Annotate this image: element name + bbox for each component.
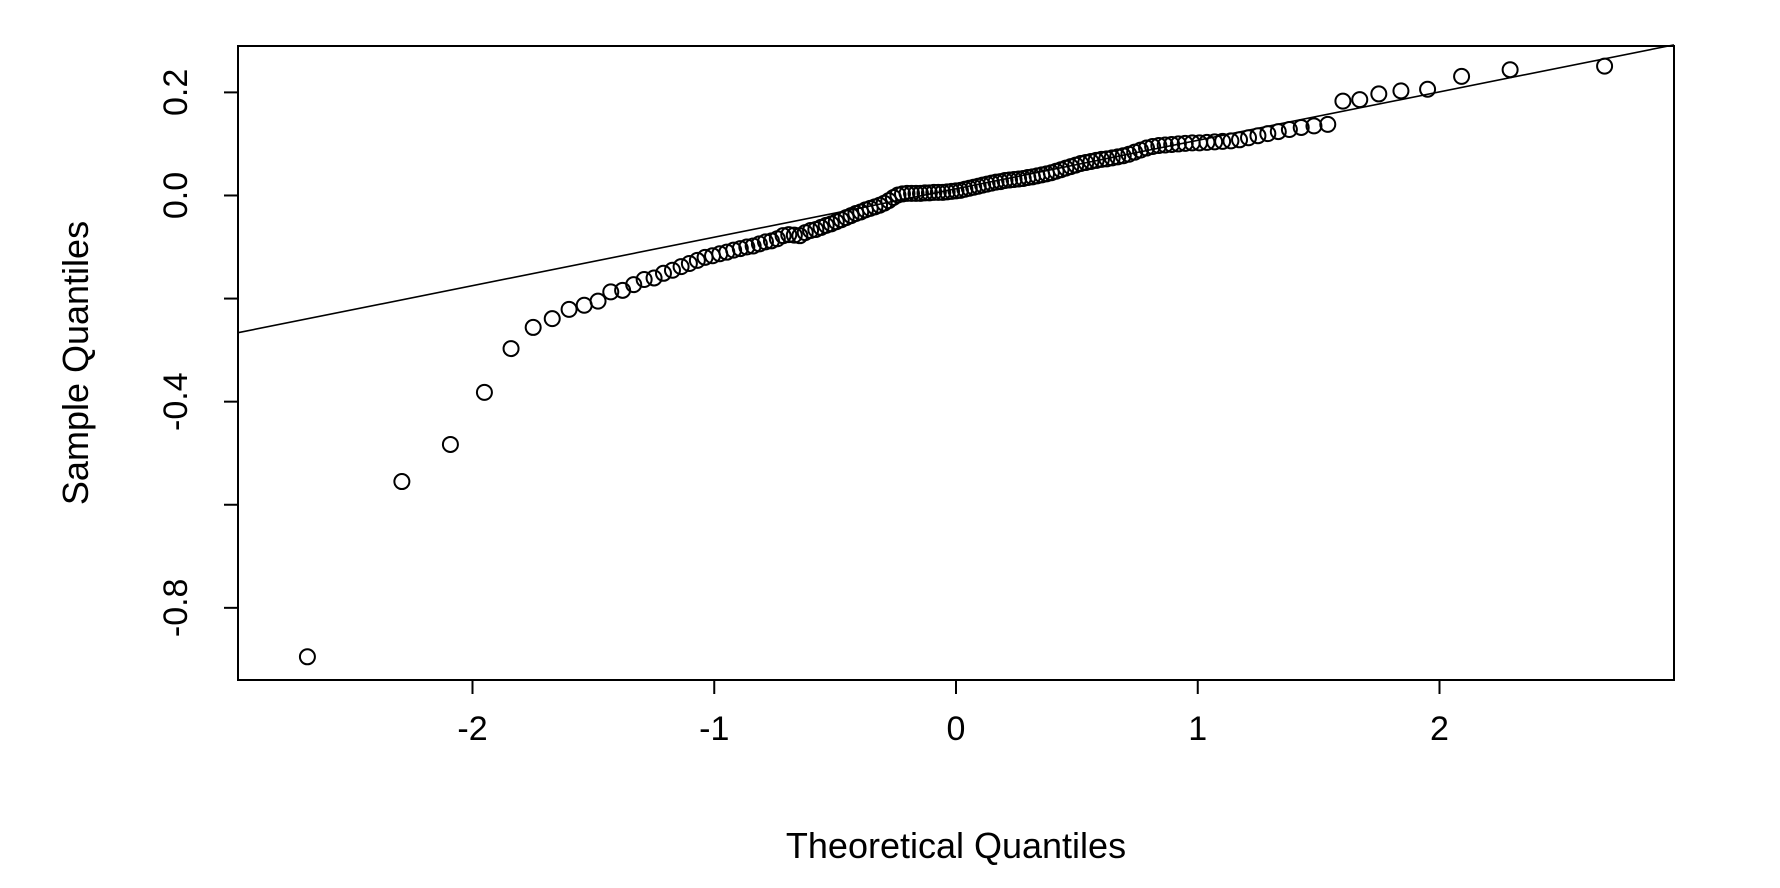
x-axis: -2 -1 0 1 2 xyxy=(457,680,1449,748)
data-point xyxy=(785,226,803,244)
data-point xyxy=(1214,132,1232,150)
x-tick-label: 2 xyxy=(1430,710,1449,748)
reference-line xyxy=(237,44,1675,334)
data-point xyxy=(1501,61,1519,79)
data-point xyxy=(780,226,798,244)
data-point xyxy=(756,233,774,251)
data-point xyxy=(1269,123,1287,141)
y-tick-label: -0.4 xyxy=(157,372,195,431)
data-point xyxy=(1596,57,1614,75)
data-point xyxy=(441,435,459,453)
data-point xyxy=(1305,117,1323,135)
data-point xyxy=(1419,80,1437,98)
data-point xyxy=(393,473,411,491)
data-point xyxy=(1240,129,1258,147)
data-point xyxy=(1092,150,1110,168)
data-point xyxy=(663,261,681,279)
data-point xyxy=(602,283,620,301)
y-tick-label: 0.0 xyxy=(157,172,195,219)
data-point xyxy=(1351,91,1369,109)
x-tick-label: 0 xyxy=(947,710,966,748)
data-point xyxy=(1206,133,1224,151)
data-point xyxy=(738,238,756,256)
data-point xyxy=(1319,115,1337,133)
data-point xyxy=(1249,127,1267,145)
data-point xyxy=(1169,135,1187,153)
x-tick-label: -2 xyxy=(457,710,487,748)
data-point xyxy=(725,241,743,259)
data-point xyxy=(575,296,593,314)
data-point xyxy=(1453,67,1471,85)
plot-frame xyxy=(237,45,1675,681)
y-tick-label: -0.8 xyxy=(157,579,195,638)
data-point xyxy=(680,255,698,273)
y-axis: -0.8 -0.4 0.0 0.2 xyxy=(157,69,238,637)
data-point xyxy=(1150,136,1168,154)
x-tick-label: -1 xyxy=(699,710,729,748)
data-point xyxy=(502,340,520,358)
data-point xyxy=(298,648,316,666)
data-point xyxy=(1138,139,1156,157)
data-point xyxy=(543,310,561,328)
data-point xyxy=(475,383,493,401)
data-point xyxy=(1392,82,1410,100)
data-point xyxy=(589,292,607,310)
y-axis-title: Sample Quantiles xyxy=(55,221,96,505)
data-point xyxy=(1259,125,1277,143)
data-point xyxy=(625,276,643,294)
data-point xyxy=(672,258,690,276)
data-point xyxy=(1109,148,1127,166)
data-point xyxy=(1163,135,1181,153)
data-point xyxy=(654,264,672,282)
data-point xyxy=(1231,131,1249,149)
data-point xyxy=(1222,132,1240,150)
data-point xyxy=(925,183,943,201)
data-point xyxy=(774,227,792,245)
data-point xyxy=(1370,85,1388,103)
data-point xyxy=(1144,138,1162,156)
data-point xyxy=(1156,136,1174,154)
data-point xyxy=(929,183,947,201)
data-point xyxy=(688,251,706,269)
data-point xyxy=(1292,118,1310,136)
data-points xyxy=(298,57,1614,666)
y-tick-label: 0.2 xyxy=(157,69,195,116)
data-point xyxy=(731,240,749,258)
data-point xyxy=(880,192,898,210)
x-tick-label: 1 xyxy=(1188,710,1207,748)
data-point xyxy=(903,184,921,202)
data-point xyxy=(1334,92,1352,110)
data-point xyxy=(916,184,934,202)
data-point xyxy=(898,184,916,202)
data-point xyxy=(907,184,925,202)
data-point xyxy=(560,300,578,318)
x-axis-title: Theoretical Quantiles xyxy=(786,825,1126,866)
data-point xyxy=(524,318,542,336)
data-point xyxy=(645,269,663,287)
data-point xyxy=(1280,121,1298,139)
data-point xyxy=(635,270,653,288)
